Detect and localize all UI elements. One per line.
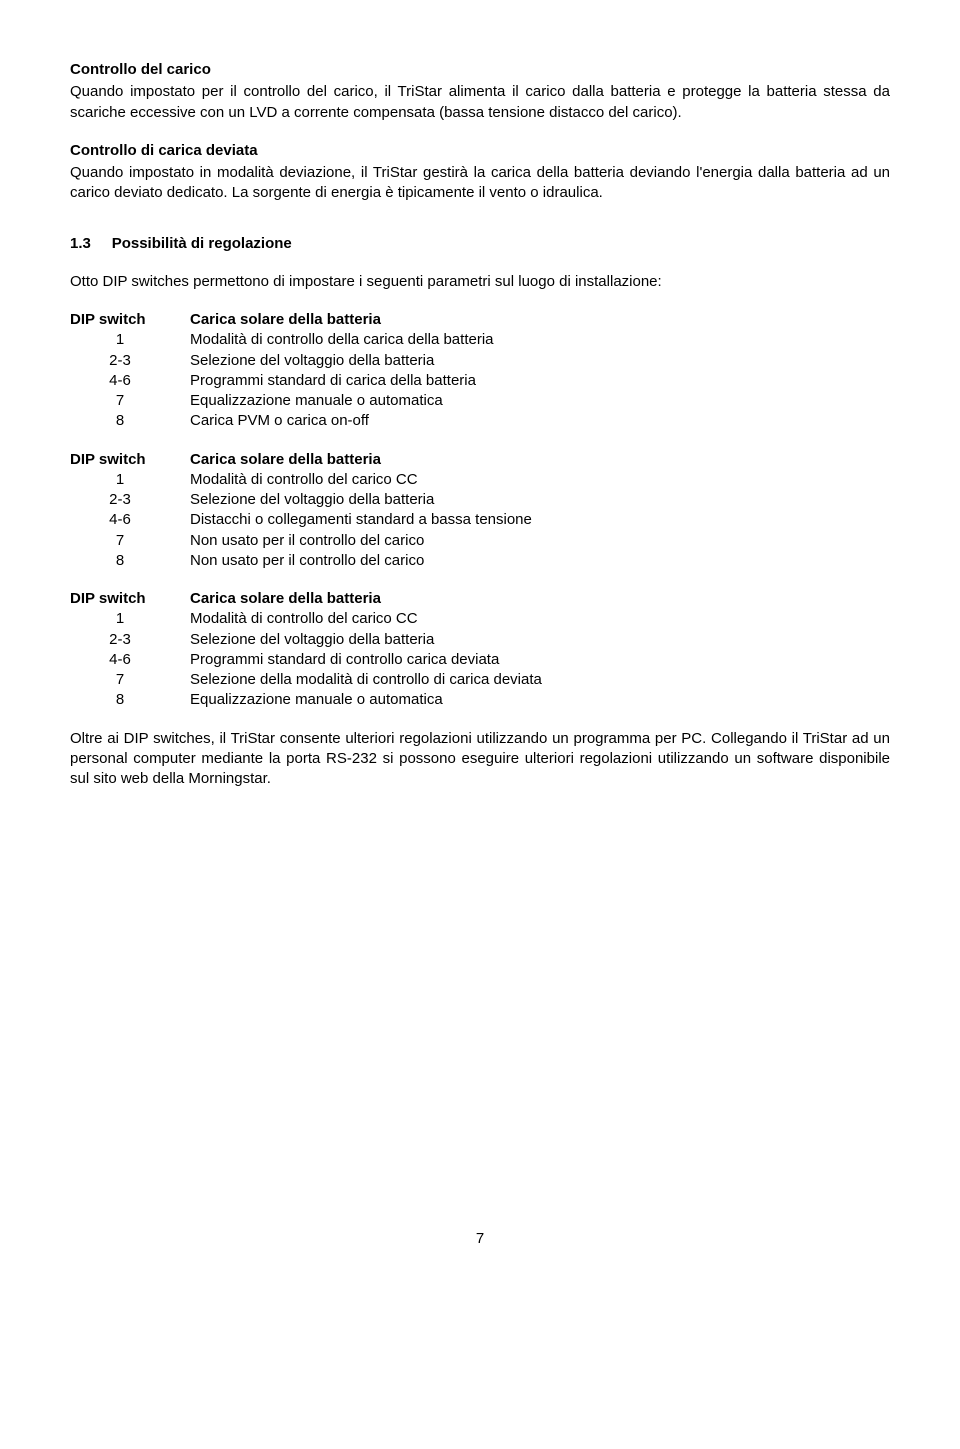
dip-value: Distacchi o collegamenti standard a bass…	[190, 510, 532, 530]
dip-row: 8Equalizzazione manuale o automatica	[70, 690, 890, 710]
dip-header-row: DIP switchCarica solare della batteria	[70, 450, 890, 470]
dip-value: Equalizzazione manuale o automatica	[190, 391, 443, 411]
dip-value: Programmi standard di controllo carica d…	[190, 650, 499, 670]
section-title-1: Controllo del carico	[70, 60, 890, 80]
section-body-1: Quando impostato per il controllo del ca…	[70, 82, 890, 123]
subsection-heading: 1.3 Possibilità di regolazione	[70, 234, 890, 254]
dip-value: Selezione del voltaggio della batteria	[190, 630, 434, 650]
dip-key: 7	[70, 391, 190, 411]
dip-row: 7Selezione della modalità di controllo d…	[70, 670, 890, 690]
dip-value: Non usato per il controllo del carico	[190, 531, 424, 551]
dip-header-right: Carica solare della batteria	[190, 589, 381, 609]
dip-row: 8Carica PVM o carica on-off	[70, 411, 890, 431]
intro-paragraph: Otto DIP switches permettono di impostar…	[70, 272, 890, 292]
dip-row: 4-6Programmi standard di carica della ba…	[70, 371, 890, 391]
dip-value: Programmi standard di carica della batte…	[190, 371, 476, 391]
dip-block: DIP switchCarica solare della batteria1M…	[70, 450, 890, 572]
page-number: 7	[70, 1229, 890, 1249]
dip-key: 7	[70, 670, 190, 690]
dip-value: Modalità di controllo del carico CC	[190, 609, 418, 629]
dip-value: Modalità di controllo della carica della…	[190, 330, 494, 350]
dip-header-left: DIP switch	[70, 589, 190, 609]
dip-key: 1	[70, 470, 190, 490]
section-body-2: Quando impostato in modalità deviazione,…	[70, 163, 890, 204]
section-title-2: Controllo di carica deviata	[70, 141, 890, 161]
dip-block: DIP switchCarica solare della batteria1M…	[70, 589, 890, 711]
dip-row: 7Non usato per il controllo del carico	[70, 531, 890, 551]
dip-key: 7	[70, 531, 190, 551]
subsection-number: 1.3	[70, 235, 91, 252]
dip-header-right: Carica solare della batteria	[190, 310, 381, 330]
dip-row: 1Modalità di controllo della carica dell…	[70, 330, 890, 350]
dip-row: 2-3Selezione del voltaggio della batteri…	[70, 351, 890, 371]
dip-header-row: DIP switchCarica solare della batteria	[70, 589, 890, 609]
dip-row: 2-3Selezione del voltaggio della batteri…	[70, 490, 890, 510]
dip-value: Equalizzazione manuale o automatica	[190, 690, 443, 710]
dip-key: 4-6	[70, 510, 190, 530]
dip-row: 7Equalizzazione manuale o automatica	[70, 391, 890, 411]
dip-key: 2-3	[70, 630, 190, 650]
dip-key: 4-6	[70, 650, 190, 670]
dip-key: 8	[70, 551, 190, 571]
dip-header-right: Carica solare della batteria	[190, 450, 381, 470]
dip-header-left: DIP switch	[70, 310, 190, 330]
dip-value: Selezione della modalità di controllo di…	[190, 670, 542, 690]
dip-value: Non usato per il controllo del carico	[190, 551, 424, 571]
dip-key: 1	[70, 609, 190, 629]
dip-value: Modalità di controllo del carico CC	[190, 470, 418, 490]
dip-key: 4-6	[70, 371, 190, 391]
dip-key: 2-3	[70, 490, 190, 510]
dip-row: 4-6Programmi standard di controllo caric…	[70, 650, 890, 670]
dip-value: Carica PVM o carica on-off	[190, 411, 369, 431]
dip-row: 4-6Distacchi o collegamenti standard a b…	[70, 510, 890, 530]
dip-key: 1	[70, 330, 190, 350]
dip-header-row: DIP switchCarica solare della batteria	[70, 310, 890, 330]
dip-value: Selezione del voltaggio della batteria	[190, 490, 434, 510]
dip-key: 8	[70, 411, 190, 431]
dip-row: 2-3Selezione del voltaggio della batteri…	[70, 630, 890, 650]
dip-header-left: DIP switch	[70, 450, 190, 470]
dip-row: 8Non usato per il controllo del carico	[70, 551, 890, 571]
closing-paragraph: Oltre ai DIP switches, il TriStar consen…	[70, 729, 890, 790]
dip-row: 1Modalità di controllo del carico CC	[70, 470, 890, 490]
dip-key: 8	[70, 690, 190, 710]
dip-value: Selezione del voltaggio della batteria	[190, 351, 434, 371]
dip-key: 2-3	[70, 351, 190, 371]
dip-row: 1Modalità di controllo del carico CC	[70, 609, 890, 629]
subsection-title: Possibilità di regolazione	[112, 235, 292, 252]
dip-block: DIP switchCarica solare della batteria1M…	[70, 310, 890, 432]
